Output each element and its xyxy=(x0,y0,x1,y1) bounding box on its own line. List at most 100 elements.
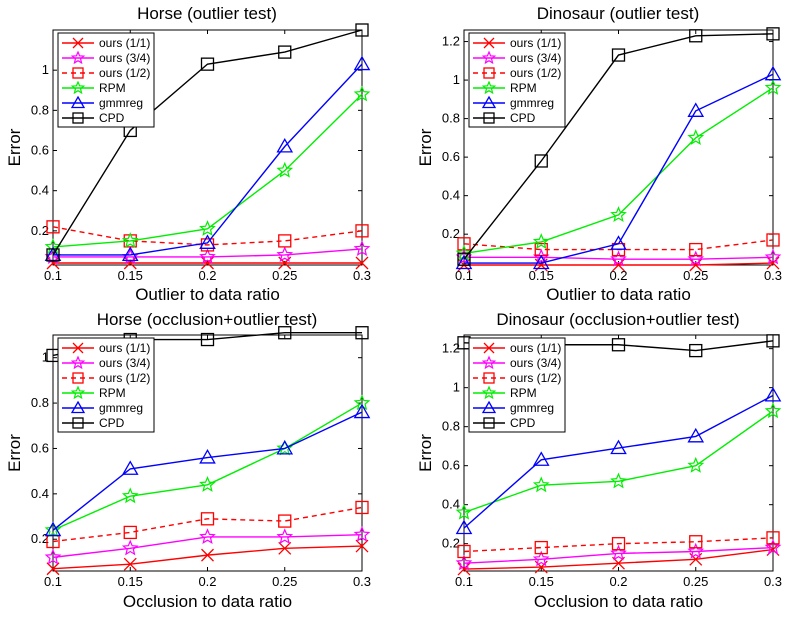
x-tick-label: 0.25 xyxy=(272,574,297,589)
data-point-marker xyxy=(276,137,294,153)
legend: ours (1/1)ours (3/4)ours (1/2)RPMgmmregC… xyxy=(468,337,566,433)
legend-label: ours (1/2) xyxy=(99,371,150,385)
data-point-marker xyxy=(532,254,550,270)
legend-marker xyxy=(483,37,495,49)
x-tick-label: 0.15 xyxy=(118,268,143,283)
data-point-marker xyxy=(766,233,780,247)
data-point-marker xyxy=(276,161,294,178)
y-axis-label: Error xyxy=(5,434,24,472)
legend-label: ours (3/4) xyxy=(510,51,561,65)
legend-label: ours (1/1) xyxy=(510,341,561,355)
series-gmmreg xyxy=(44,403,371,537)
legend-box xyxy=(468,32,566,128)
data-point-marker xyxy=(355,326,369,340)
y-tick-label: 0.6 xyxy=(31,143,49,158)
data-point-marker xyxy=(457,544,471,559)
legend-marker xyxy=(481,50,497,65)
series-line xyxy=(52,533,363,559)
legend-marker xyxy=(70,385,86,400)
y-axis-label: Error xyxy=(5,128,24,166)
data-point-marker xyxy=(278,514,292,528)
data-point-marker xyxy=(46,562,60,576)
x-tick-label: 0.25 xyxy=(683,268,708,283)
data-point-marker xyxy=(764,538,782,555)
legend-marker xyxy=(483,67,495,79)
y-tick-label: 1 xyxy=(453,72,460,87)
data-point-marker xyxy=(687,102,705,117)
x-tick-label: 0.25 xyxy=(272,268,297,283)
data-point-marker xyxy=(766,27,780,41)
data-point-marker xyxy=(355,224,369,238)
y-tick-label: 0.8 xyxy=(31,395,49,410)
series-line xyxy=(52,29,363,256)
data-point-marker xyxy=(355,539,369,553)
legend-label: gmmreg xyxy=(99,401,143,415)
legend-label: CPD xyxy=(99,416,125,430)
series-ours-3-4 xyxy=(455,248,782,267)
series-rpm xyxy=(455,402,782,520)
series-line xyxy=(52,226,363,246)
data-point-marker xyxy=(766,256,780,270)
series-gmmreg xyxy=(455,65,782,270)
legend-marker xyxy=(481,80,497,95)
legend-marker xyxy=(70,355,86,370)
data-point-marker xyxy=(44,521,62,538)
legend-marker xyxy=(72,67,84,79)
data-point-marker xyxy=(353,55,371,71)
data-point-marker xyxy=(276,439,294,455)
series-ours-1-2 xyxy=(46,500,369,549)
y-tick-label: 1 xyxy=(453,380,460,395)
data-point-marker xyxy=(199,220,216,236)
data-point-marker xyxy=(199,528,216,545)
y-tick-label: 0.6 xyxy=(442,458,460,473)
series-line xyxy=(464,256,774,260)
x-tick-label: 0.3 xyxy=(764,268,782,283)
x-axis-label: Outlier to data ratio xyxy=(135,285,280,304)
legend-marker xyxy=(70,80,86,95)
legend-label: CPD xyxy=(510,111,536,125)
data-point-marker xyxy=(689,343,703,358)
chart-title: Horse (outlier test) xyxy=(137,4,277,23)
data-point-marker xyxy=(199,248,216,265)
x-axis-label: Occlusion to data ratio xyxy=(123,592,292,611)
data-point-marker xyxy=(766,334,780,348)
x-tick-label: 0.2 xyxy=(198,574,216,589)
data-point-marker xyxy=(199,476,216,492)
y-tick-label: 0.2 xyxy=(31,223,49,238)
data-point-marker xyxy=(455,248,473,265)
series-line xyxy=(463,546,774,564)
series-gmmreg xyxy=(455,386,782,535)
data-point-marker xyxy=(46,248,60,262)
series-line xyxy=(52,506,363,543)
data-point-marker xyxy=(355,256,369,270)
series-ours-1-1 xyxy=(46,539,369,576)
series-line xyxy=(463,33,774,260)
legend-label: gmmreg xyxy=(510,96,554,110)
legend-marker xyxy=(483,372,495,384)
data-point-marker xyxy=(764,402,782,419)
data-point-marker xyxy=(611,338,626,352)
y-tick-label: 0.8 xyxy=(442,111,460,126)
legend-label: RPM xyxy=(510,81,537,95)
x-axis-label: Outlier to data ratio xyxy=(546,285,691,304)
y-tick-label: 0.2 xyxy=(31,531,49,546)
data-point-marker xyxy=(532,248,550,265)
data-point-marker xyxy=(455,519,473,535)
series-gmmreg xyxy=(44,55,371,262)
data-point-marker xyxy=(610,544,627,561)
data-point-marker xyxy=(764,248,782,265)
data-point-marker xyxy=(276,246,294,263)
x-tick-label: 0.25 xyxy=(683,574,708,589)
data-point-marker xyxy=(534,540,548,555)
data-point-marker xyxy=(353,525,371,542)
data-point-marker xyxy=(201,256,214,270)
data-point-marker xyxy=(455,254,473,270)
y-tick-label: 0.8 xyxy=(442,419,460,434)
legend-box xyxy=(468,337,566,433)
y-tick-label: 0.4 xyxy=(31,486,49,501)
series-rpm xyxy=(44,85,371,255)
data-point-marker xyxy=(687,456,705,473)
data-point-marker xyxy=(200,57,215,71)
data-point-marker xyxy=(44,521,62,537)
data-point-marker xyxy=(123,557,137,571)
